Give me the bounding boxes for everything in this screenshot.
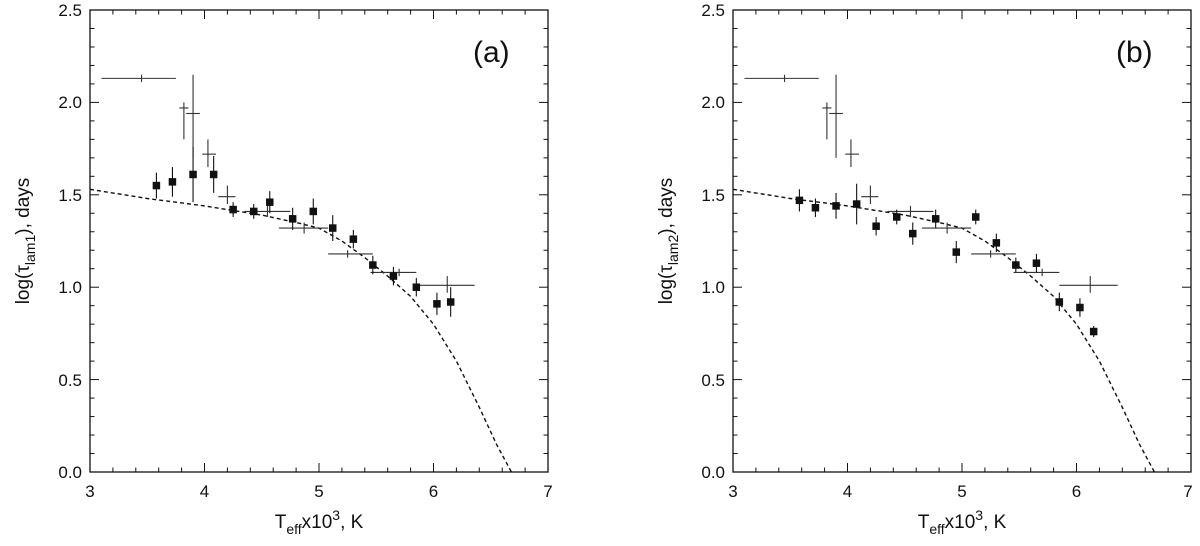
plot-frame-a — [89, 9, 549, 473]
square-point — [892, 213, 901, 221]
square-point — [266, 198, 274, 206]
y-tick-label: 1.5 — [701, 186, 725, 205]
square-point — [249, 207, 258, 216]
square-point — [433, 300, 441, 308]
panel-label-a: (a) — [473, 36, 510, 69]
y-tick-label: 2.0 — [58, 93, 82, 112]
square-point — [288, 215, 297, 223]
square-point — [811, 203, 820, 212]
square-point — [795, 196, 804, 205]
panel-b: (b) 0.0 0.5 1.0 1.5 2.0 2.5 3 4 5 6 7 Te… — [656, 1, 1193, 537]
square-point — [852, 200, 861, 208]
y-tick-label: 1.0 — [58, 278, 82, 297]
fit-curve — [732, 188, 1156, 473]
square-point — [229, 205, 237, 214]
square-point — [992, 239, 1001, 247]
y-tick-label: 0.0 — [58, 463, 82, 482]
square-point — [168, 178, 177, 186]
square-point — [1055, 298, 1064, 306]
x-tick-label: 6 — [429, 482, 438, 501]
square-point — [909, 229, 917, 238]
x-axis-label-a: Teffx103, K — [275, 507, 364, 537]
square-point — [209, 170, 218, 179]
square-point — [389, 272, 398, 280]
y-tick-label: 2.0 — [701, 93, 725, 112]
square-point — [328, 224, 337, 232]
square-point — [1032, 259, 1041, 267]
x-tick-label: 5 — [314, 482, 323, 501]
square-point — [349, 235, 358, 243]
data-layer-b — [732, 9, 1192, 473]
x-tick-label: 4 — [200, 482, 209, 501]
square-point — [369, 261, 377, 269]
square-point — [832, 202, 840, 210]
square-point — [189, 170, 197, 179]
x-tick-label: 4 — [843, 482, 852, 501]
panel-a: (a) 0.0 0.5 1.0 1.5 2.0 2.5 3 4 5 6 7 Te… — [13, 1, 553, 537]
y-tick-label: 2.5 — [701, 1, 725, 20]
square-point — [309, 207, 318, 216]
fit-curve — [89, 188, 513, 473]
y-tick-label: 0.5 — [58, 371, 82, 390]
y-tick-label: 1.5 — [58, 186, 82, 205]
square-point — [872, 222, 880, 230]
x-tick-label: 7 — [543, 482, 552, 501]
plot-frame-b — [732, 9, 1192, 473]
square-point — [971, 213, 980, 221]
square-point — [446, 298, 455, 306]
y-axis-label-a: log(τlam1), days — [13, 178, 38, 305]
x-tick-label: 5 — [957, 482, 966, 501]
square-point — [931, 215, 940, 223]
x-tick-label: 7 — [1183, 482, 1192, 501]
square-point — [1089, 327, 1098, 336]
data-layer-a — [89, 9, 549, 473]
x-axis-label-b: Teffx103, K — [918, 507, 1007, 537]
panel-label-b: (b) — [1116, 36, 1153, 69]
y-tick-label: 1.0 — [701, 278, 725, 297]
y-tick-label: 2.5 — [58, 1, 82, 20]
y-tick-label: 0.0 — [701, 463, 725, 482]
square-point — [412, 283, 421, 291]
square-point — [1076, 303, 1084, 312]
y-axis-label-b: log(τlam2), days — [656, 178, 681, 305]
y-tick-label: 0.5 — [701, 371, 725, 390]
x-tick-label: 3 — [85, 482, 94, 501]
square-point — [1012, 261, 1020, 269]
x-tick-label: 6 — [1072, 482, 1081, 501]
square-point — [152, 181, 161, 190]
x-tick-label: 3 — [728, 482, 737, 501]
square-point — [952, 248, 961, 256]
